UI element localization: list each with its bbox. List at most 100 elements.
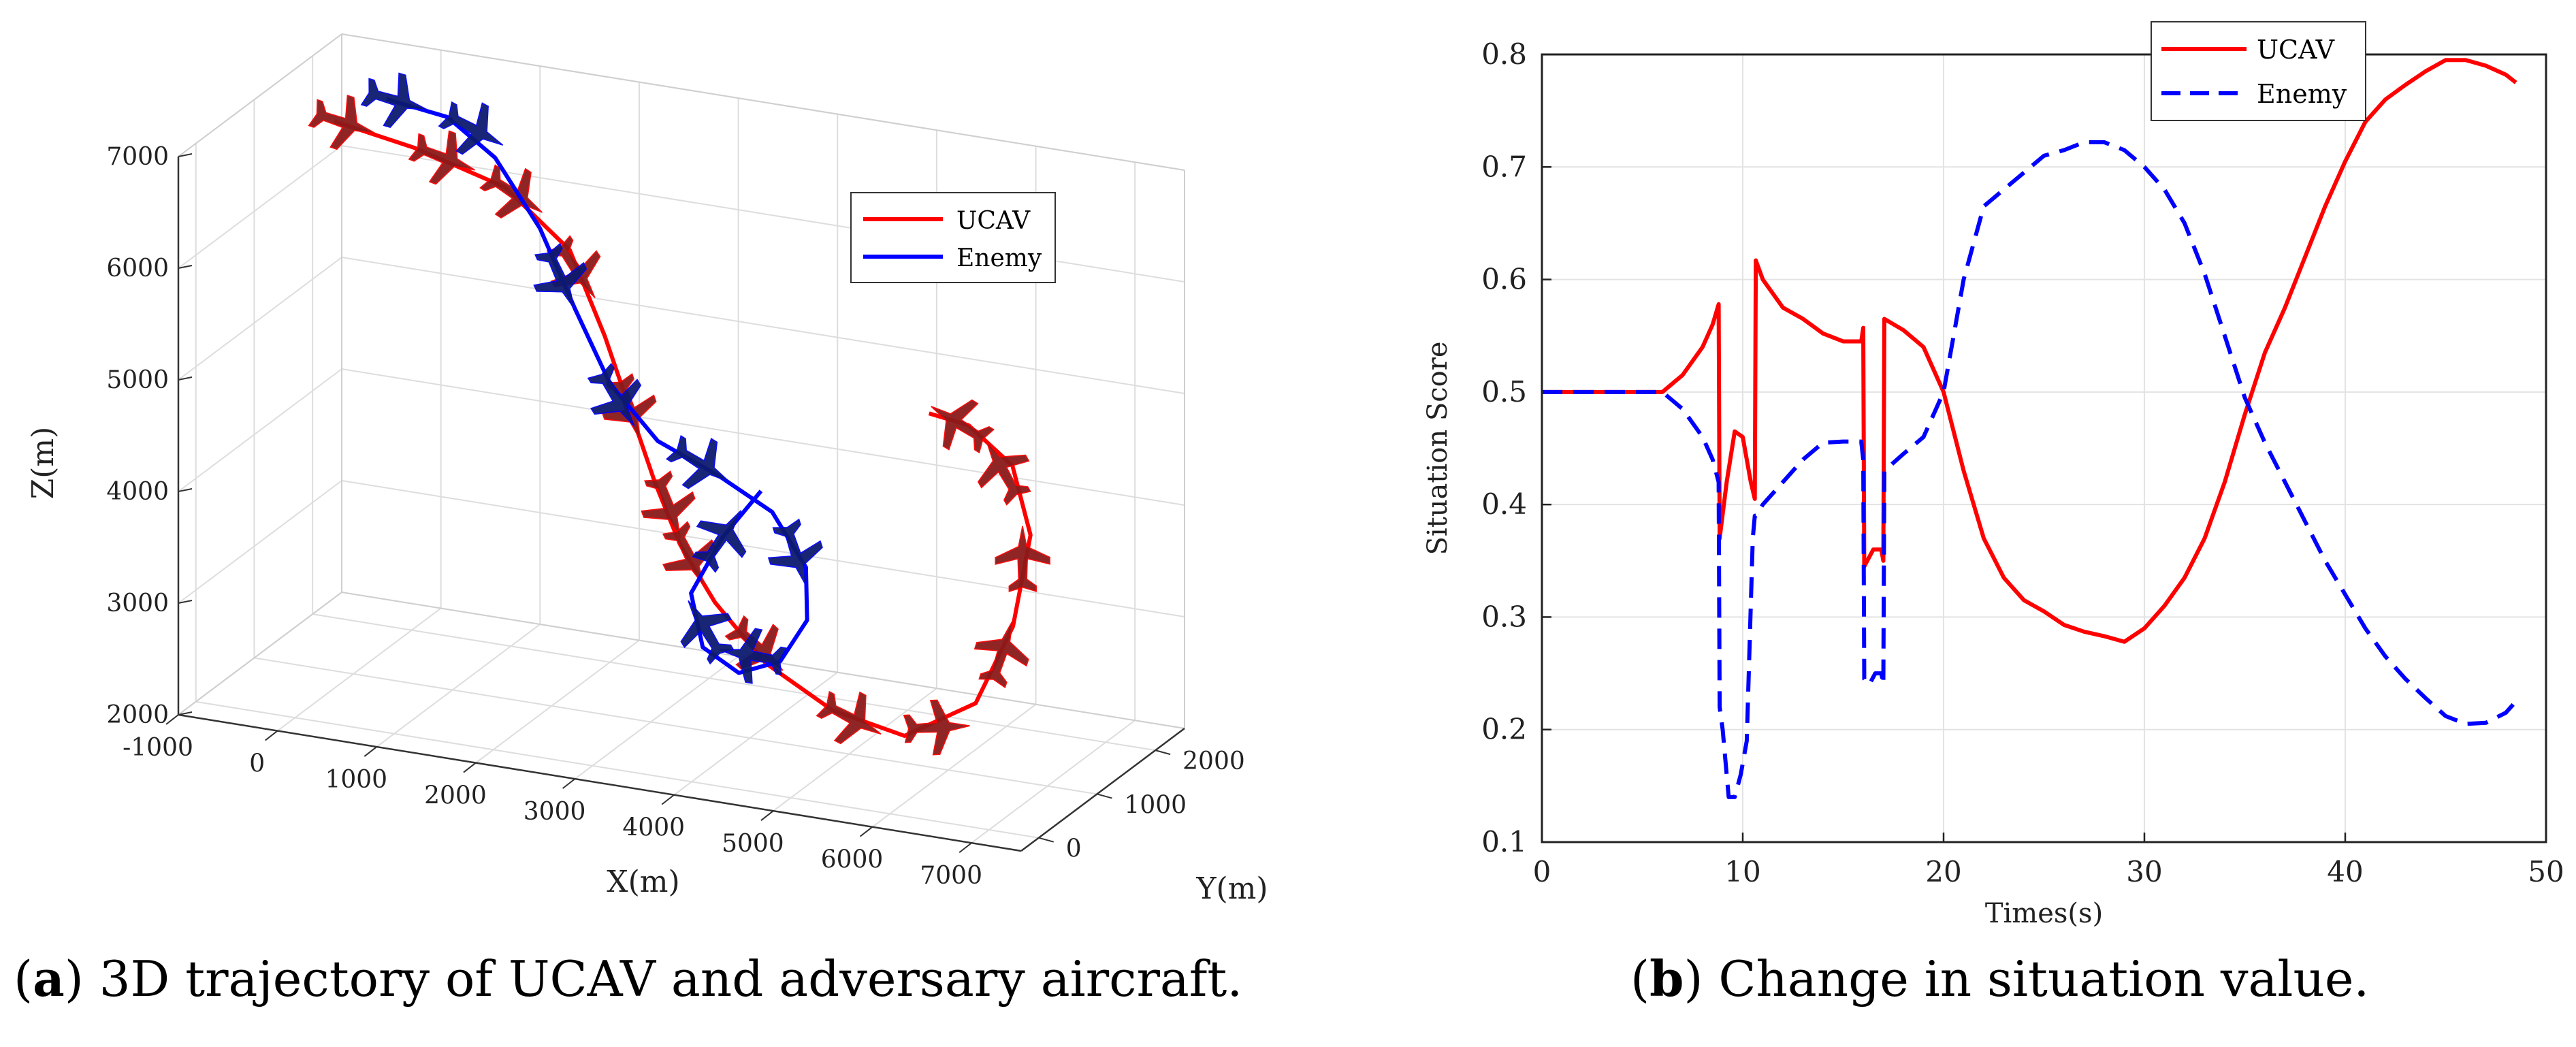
x-tick-label: 30 — [2126, 855, 2162, 888]
x-tick-label: 1000 — [325, 766, 387, 794]
grid-line-floor-x — [773, 688, 937, 811]
aircraft-marker-ucav — [931, 399, 995, 454]
aircraft-icon — [665, 435, 730, 489]
grid-line-left-z — [178, 368, 342, 492]
plot-frame — [1541, 53, 2547, 843]
z-axis-label: Z(m) — [26, 427, 61, 500]
aircraft-icon — [308, 95, 376, 150]
aircraft-icon — [692, 510, 747, 573]
aircraft-icon — [587, 362, 642, 427]
aircraft-marker-ucav — [903, 699, 970, 756]
z-tick-mark — [178, 265, 193, 269]
aircraft-marker-ucav — [408, 130, 475, 185]
chart-situation-score: 0 10 20 30 40 50 0.1 0.2 0.3 0.4 0.5 0.6 0.7 0.8 Time… — [1422, 21, 2564, 929]
y-tick-label: 2000 — [1182, 747, 1245, 775]
z-tick-mark — [178, 488, 193, 492]
chart-3d-trajectory: -1000 0 1000 2000 3000 4000 5000 6000 7000 0 1000 2… — [26, 33, 1268, 906]
x-tick-mark — [165, 714, 179, 725]
plot-ticks: 0 10 20 30 40 50 0.1 0.2 0.3 0.4 0.5 0.6 0.7 0.8 — [1481, 37, 2564, 888]
y-tick-label: 0.4 — [1481, 487, 1527, 521]
x-tick-mark — [265, 730, 278, 741]
y-tick-mark — [1097, 793, 1112, 799]
aircraft-marker-ucav — [995, 526, 1050, 592]
aircraft-icon — [641, 470, 696, 538]
z-tick-label: 4000 — [106, 478, 169, 506]
x-tick-label: 0 — [1533, 855, 1551, 888]
aircraft-icon — [816, 690, 882, 745]
aircraft-icon — [767, 518, 823, 586]
x-tick-label: 5000 — [722, 830, 784, 858]
box-edge — [178, 592, 342, 715]
grid-line-back-z — [341, 368, 1185, 506]
box-edge — [178, 33, 342, 157]
y-tick-mark — [1038, 837, 1054, 843]
axes-3d-ticks: -1000 0 1000 2000 3000 4000 5000 6000 7000 0 1000 2… — [106, 143, 1244, 890]
z-tick-label: 5000 — [106, 366, 169, 394]
grid-line-floor-x — [574, 656, 739, 779]
x-tick-label: 10 — [1724, 855, 1760, 888]
x-tick-label: 0 — [249, 750, 265, 778]
z-tick-label: 2000 — [106, 701, 169, 729]
aircraft-icon — [719, 628, 788, 684]
x-tick-label: 20 — [1925, 855, 1961, 888]
z-tick-mark — [178, 711, 193, 715]
y-tick-label: 0.3 — [1481, 600, 1527, 633]
plot-grid — [1541, 54, 2547, 843]
y-axis-label: Situation Score — [1422, 342, 1453, 555]
x-tick-label: 3000 — [524, 798, 586, 826]
aircraft-marker-enemy — [665, 435, 730, 489]
x-tick-mark — [959, 842, 972, 854]
caption-a: (a) 3D trajectory of UCAV and adversary … — [14, 950, 1243, 1008]
x-axis-label: X(m) — [607, 865, 679, 899]
z-tick-label: 3000 — [106, 590, 169, 617]
caption-b-label: b — [1649, 950, 1684, 1008]
legend: UCAV Enemy — [850, 192, 1056, 283]
aircraft-icon — [438, 101, 504, 155]
aircraft-icon — [360, 72, 428, 128]
z-tick-label: 7000 — [106, 143, 169, 171]
aircraft-icon — [995, 526, 1050, 592]
legend-label-ucav: UCAV — [956, 207, 1031, 235]
legend-label-ucav: UCAV — [2257, 35, 2335, 65]
legend-label-enemy: Enemy — [956, 244, 1042, 272]
aircraft-icon — [903, 699, 970, 756]
aircraft-marker-enemy — [692, 510, 747, 573]
grid-line-back-z — [341, 480, 1185, 617]
aircraft-icon — [662, 521, 715, 587]
aircraft-marker-ucav — [816, 690, 882, 745]
x-tick-label: 7000 — [920, 862, 982, 890]
aircraft-marker-ucav — [308, 95, 376, 150]
grid-line-left-z — [178, 480, 342, 604]
x-tick-mark — [463, 762, 477, 773]
x-tick-label: -1000 — [123, 734, 193, 762]
situation-series — [1542, 58, 2517, 799]
z-tick-mark — [178, 600, 193, 604]
aircraft-marker-enemy — [680, 600, 735, 665]
y-tick-label: 0.7 — [1481, 150, 1527, 183]
y-tick-label: 0.5 — [1481, 375, 1527, 408]
grid-line-floor-y — [254, 657, 1097, 795]
grid-line-floor-x — [475, 639, 640, 764]
x-tick-label: 50 — [2528, 855, 2564, 888]
y-tick-label: 0.8 — [1481, 37, 1527, 71]
y-tick-label: 0.6 — [1481, 263, 1527, 296]
aircraft-marker-ucav — [977, 440, 1031, 506]
y-tick-mark — [1155, 750, 1171, 756]
legend-label-enemy: Enemy — [2257, 79, 2347, 109]
axes-3d-grid — [178, 33, 1185, 844]
z-tick-mark — [178, 153, 193, 157]
box-edge — [341, 33, 1185, 171]
grid-line-floor-x — [971, 720, 1136, 844]
aircraft-icon — [408, 130, 475, 185]
y-tick-label: 0 — [1066, 835, 1082, 863]
grid-line-back-z — [341, 257, 1185, 394]
series-line-enemy — [1542, 140, 2517, 799]
legend: UCAV Enemy — [2151, 21, 2366, 121]
z-tick-label: 6000 — [106, 255, 169, 283]
aircraft-marker-ucav — [662, 521, 715, 587]
aircraft-marker-enemy — [587, 362, 642, 427]
z-tick-mark — [178, 376, 193, 381]
x-tick-mark — [859, 826, 873, 837]
x-tick-label: 6000 — [821, 846, 884, 874]
